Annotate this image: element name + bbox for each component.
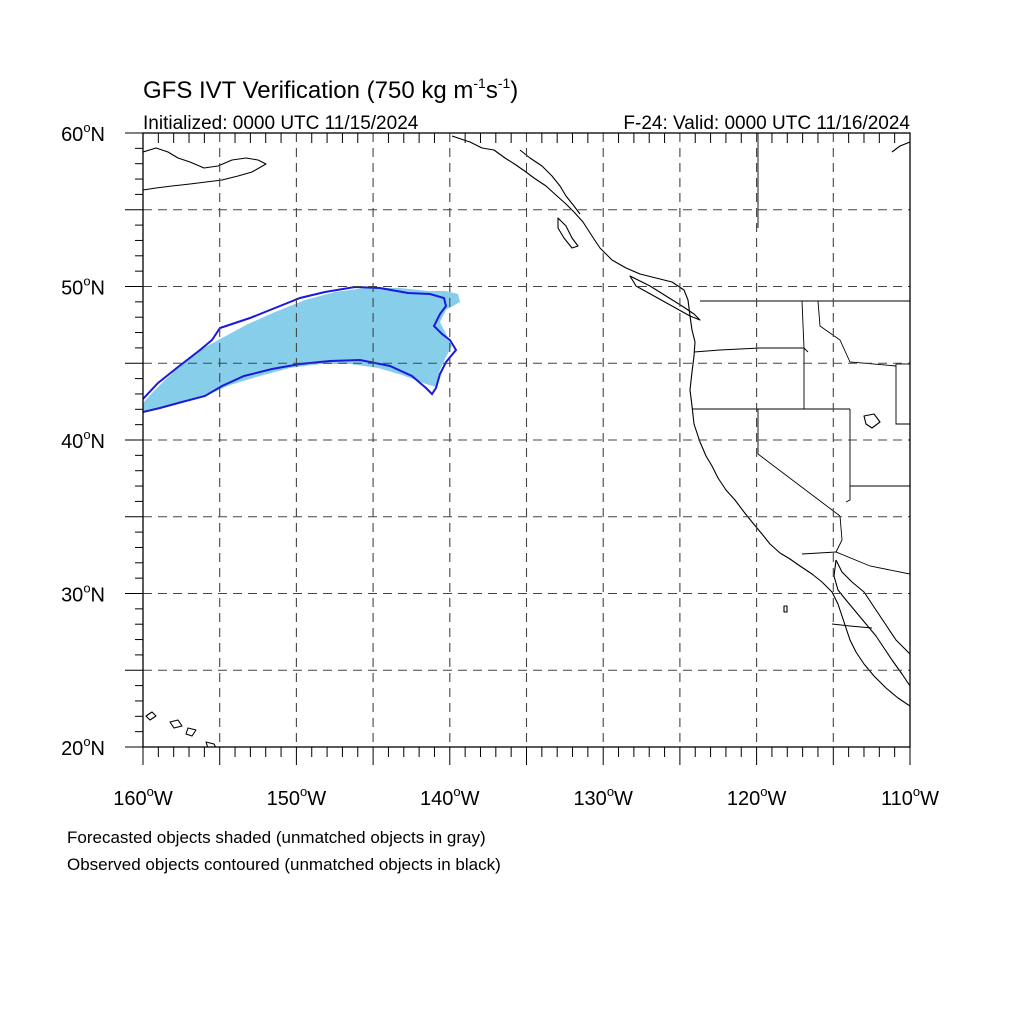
lon-label-deg: 110 (881, 788, 913, 810)
great-salt-lake (863, 413, 881, 429)
map-title: GFS IVT Verification (750 kg m-1s-1) (143, 75, 518, 104)
lon-label-160w: 160oW (113, 784, 173, 810)
graticule (143, 133, 910, 747)
title-main: GFS IVT Verification (750 kg m (143, 77, 473, 104)
lon-label-hem: W (154, 788, 173, 810)
lon-label-deg: 120 (727, 788, 760, 810)
lat-label-deg: 40 (61, 431, 83, 453)
border-nevada-utah (845, 409, 851, 503)
island-vancouver (629, 275, 701, 321)
degree-symbol: o (83, 120, 90, 135)
lat-label-hem: N (91, 585, 105, 607)
axis-ticks (125, 132, 911, 765)
degree-symbol: o (83, 734, 90, 749)
lon-label-deg: 160 (113, 788, 146, 810)
lat-label-20n: 20oN (61, 734, 105, 760)
island-hawaii-4 (205, 741, 217, 747)
border-us-mexico (801, 551, 910, 575)
lat-label-deg: 60 (61, 124, 83, 146)
lat-label-60n: 60oN (61, 120, 105, 146)
degree-symbol: o (607, 784, 614, 799)
coastline-alaska-panhandle (519, 149, 581, 215)
island-hawaii-3 (185, 727, 197, 737)
lon-label-hem: W (614, 788, 633, 810)
lon-label-hem: W (767, 788, 786, 810)
degree-symbol: o (453, 784, 460, 799)
observed-ivt-contour (143, 285, 458, 413)
lon-label-deg: 130 (573, 788, 606, 810)
lon-axis-labels: 160oW 150oW 140oW 130oW 120oW 110oW (113, 784, 939, 810)
lat-label-50n: 50oN (61, 274, 105, 300)
lon-label-hem: W (461, 788, 480, 810)
coastline-northeast-corner (891, 141, 910, 153)
border-idaho-montana (817, 300, 897, 367)
lon-label-150w: 150oW (267, 784, 327, 810)
lon-label-130w: 130oW (573, 784, 633, 810)
degree-symbol: o (83, 427, 90, 442)
lon-label-120w: 120oW (727, 784, 787, 810)
island-hawaii-1 (145, 711, 157, 721)
coastline-alaska-south (143, 147, 267, 191)
coastline-baja-inner (833, 559, 910, 687)
lat-label-hem: N (91, 431, 105, 453)
valid-time-label: F-24: Valid: 0000 UTC 11/16/2024 (623, 113, 910, 134)
border-washington-oregon (693, 347, 809, 353)
border-california-nevada (757, 409, 841, 517)
lat-label-deg: 20 (61, 738, 83, 760)
lon-label-110w: 110oW (881, 784, 939, 810)
init-time-label: Initialized: 0000 UTC 11/15/2024 (143, 113, 419, 134)
border-wyoming (895, 364, 910, 425)
lat-label-40n: 40oN (61, 427, 105, 453)
coastline-gulf-of-california (835, 559, 910, 655)
lon-label-140w: 140oW (420, 784, 480, 810)
title-sup-2: -1 (498, 75, 511, 91)
footer-observed-note: Observed objects contoured (unmatched ob… (67, 855, 501, 874)
map-content (143, 133, 910, 747)
lat-label-deg: 50 (61, 278, 83, 300)
lat-label-30n: 30oN (61, 581, 105, 607)
lat-label-hem: N (91, 278, 105, 300)
island-haida-gwaii (557, 217, 579, 249)
border-arizona-california (835, 515, 843, 553)
lat-label-deg: 30 (61, 585, 83, 607)
lat-label-hem: N (91, 124, 105, 146)
island-guadalupe (783, 605, 788, 613)
lon-label-deg: 140 (420, 788, 453, 810)
title-sup-1: -1 (473, 75, 486, 91)
title-mid: s (486, 77, 498, 104)
lon-label-hem: W (307, 788, 326, 810)
degree-symbol: o (83, 274, 90, 289)
coastline-north-america (451, 135, 910, 707)
degree-symbol: o (913, 784, 920, 799)
forecast-ivt-object (143, 288, 460, 412)
title-close: ) (510, 77, 518, 104)
lon-label-hem: W (920, 788, 939, 810)
border-idaho-west (801, 300, 805, 409)
footer-forecast-note: Forecasted objects shaded (unmatched obj… (67, 828, 486, 847)
degree-symbol: o (147, 784, 154, 799)
degree-symbol: o (83, 581, 90, 596)
border-baja-states (831, 623, 873, 629)
lat-label-hem: N (91, 738, 105, 760)
lon-label-deg: 150 (267, 788, 300, 810)
degree-symbol: o (300, 784, 307, 799)
map-frame (142, 132, 911, 748)
island-hawaii-2 (169, 719, 183, 729)
degree-symbol: o (760, 784, 767, 799)
